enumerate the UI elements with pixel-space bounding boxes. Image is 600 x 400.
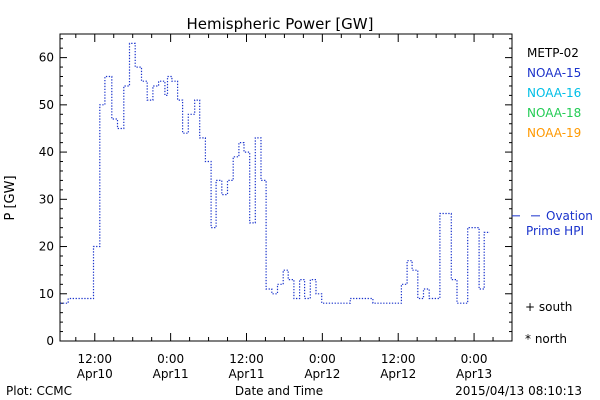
- x-tick-label-time: 12:00: [77, 352, 112, 366]
- legend: METP-02 NOAA-15 NOAA-16 NOAA-18 NOAA-19: [527, 46, 581, 140]
- x-tick-label-time: 12:00: [229, 352, 264, 366]
- legend-entry-metp-02: METP-02: [527, 46, 579, 60]
- series-layer: [60, 42, 490, 304]
- legend-entry-noaa-16: NOAA-16: [527, 86, 581, 100]
- x-tick-label-time: 0:00: [157, 352, 184, 366]
- ovation-label: Ovation: [546, 209, 593, 223]
- legend-entry-noaa-15: NOAA-15: [527, 66, 581, 80]
- plot-frame: [59, 33, 513, 342]
- legend-entry-noaa-18: NOAA-18: [527, 106, 581, 120]
- x-tick-label-date: Apr11: [153, 367, 189, 381]
- y-tick-label: 50: [39, 98, 54, 112]
- x-axis: 12:00Apr100:00Apr1112:00Apr110:00Apr1212…: [75, 34, 513, 381]
- x-tick-label-date: Apr11: [228, 367, 264, 381]
- chart-title: Hemispheric Power [GW]: [187, 15, 374, 33]
- y-tick-label: 30: [39, 192, 54, 206]
- y-tick-label: 40: [39, 145, 54, 159]
- x-tick-label-time: 12:00: [381, 352, 416, 366]
- y-axis-label: P [GW]: [3, 175, 18, 220]
- legend-entry-noaa-19: NOAA-19: [527, 126, 581, 140]
- y-tick-label: 0: [46, 334, 54, 348]
- south-marker-legend: + south: [525, 300, 572, 314]
- y-tick-label: 20: [39, 240, 54, 254]
- x-tick-label-time: 0:00: [309, 352, 336, 366]
- x-tick-label-date: Apr10: [77, 367, 113, 381]
- prime-hpi-label: Prime HPI: [526, 224, 584, 238]
- x-axis-label: Date and Time: [235, 384, 323, 398]
- y-tick-label: 10: [39, 287, 54, 301]
- x-tick-label-time: 0:00: [461, 352, 488, 366]
- y-axis: 0 10 20 30 40 50 60: [39, 38, 512, 348]
- x-tick-label-date: Apr13: [456, 367, 492, 381]
- footer-timestamp: 2015/04/13 08:10:13: [455, 384, 582, 398]
- footer-plot-credit: Plot: CCMC: [6, 384, 72, 398]
- series-line-noaa-15: [60, 42, 490, 304]
- x-tick-label-date: Apr12: [380, 367, 416, 381]
- ovation-annotation: Ovation Prime HPI: [512, 209, 593, 238]
- plot-area: [59, 33, 513, 342]
- y-tick-label: 60: [39, 51, 54, 65]
- x-tick-label-date: Apr12: [304, 367, 340, 381]
- north-marker-legend: * north: [525, 332, 567, 346]
